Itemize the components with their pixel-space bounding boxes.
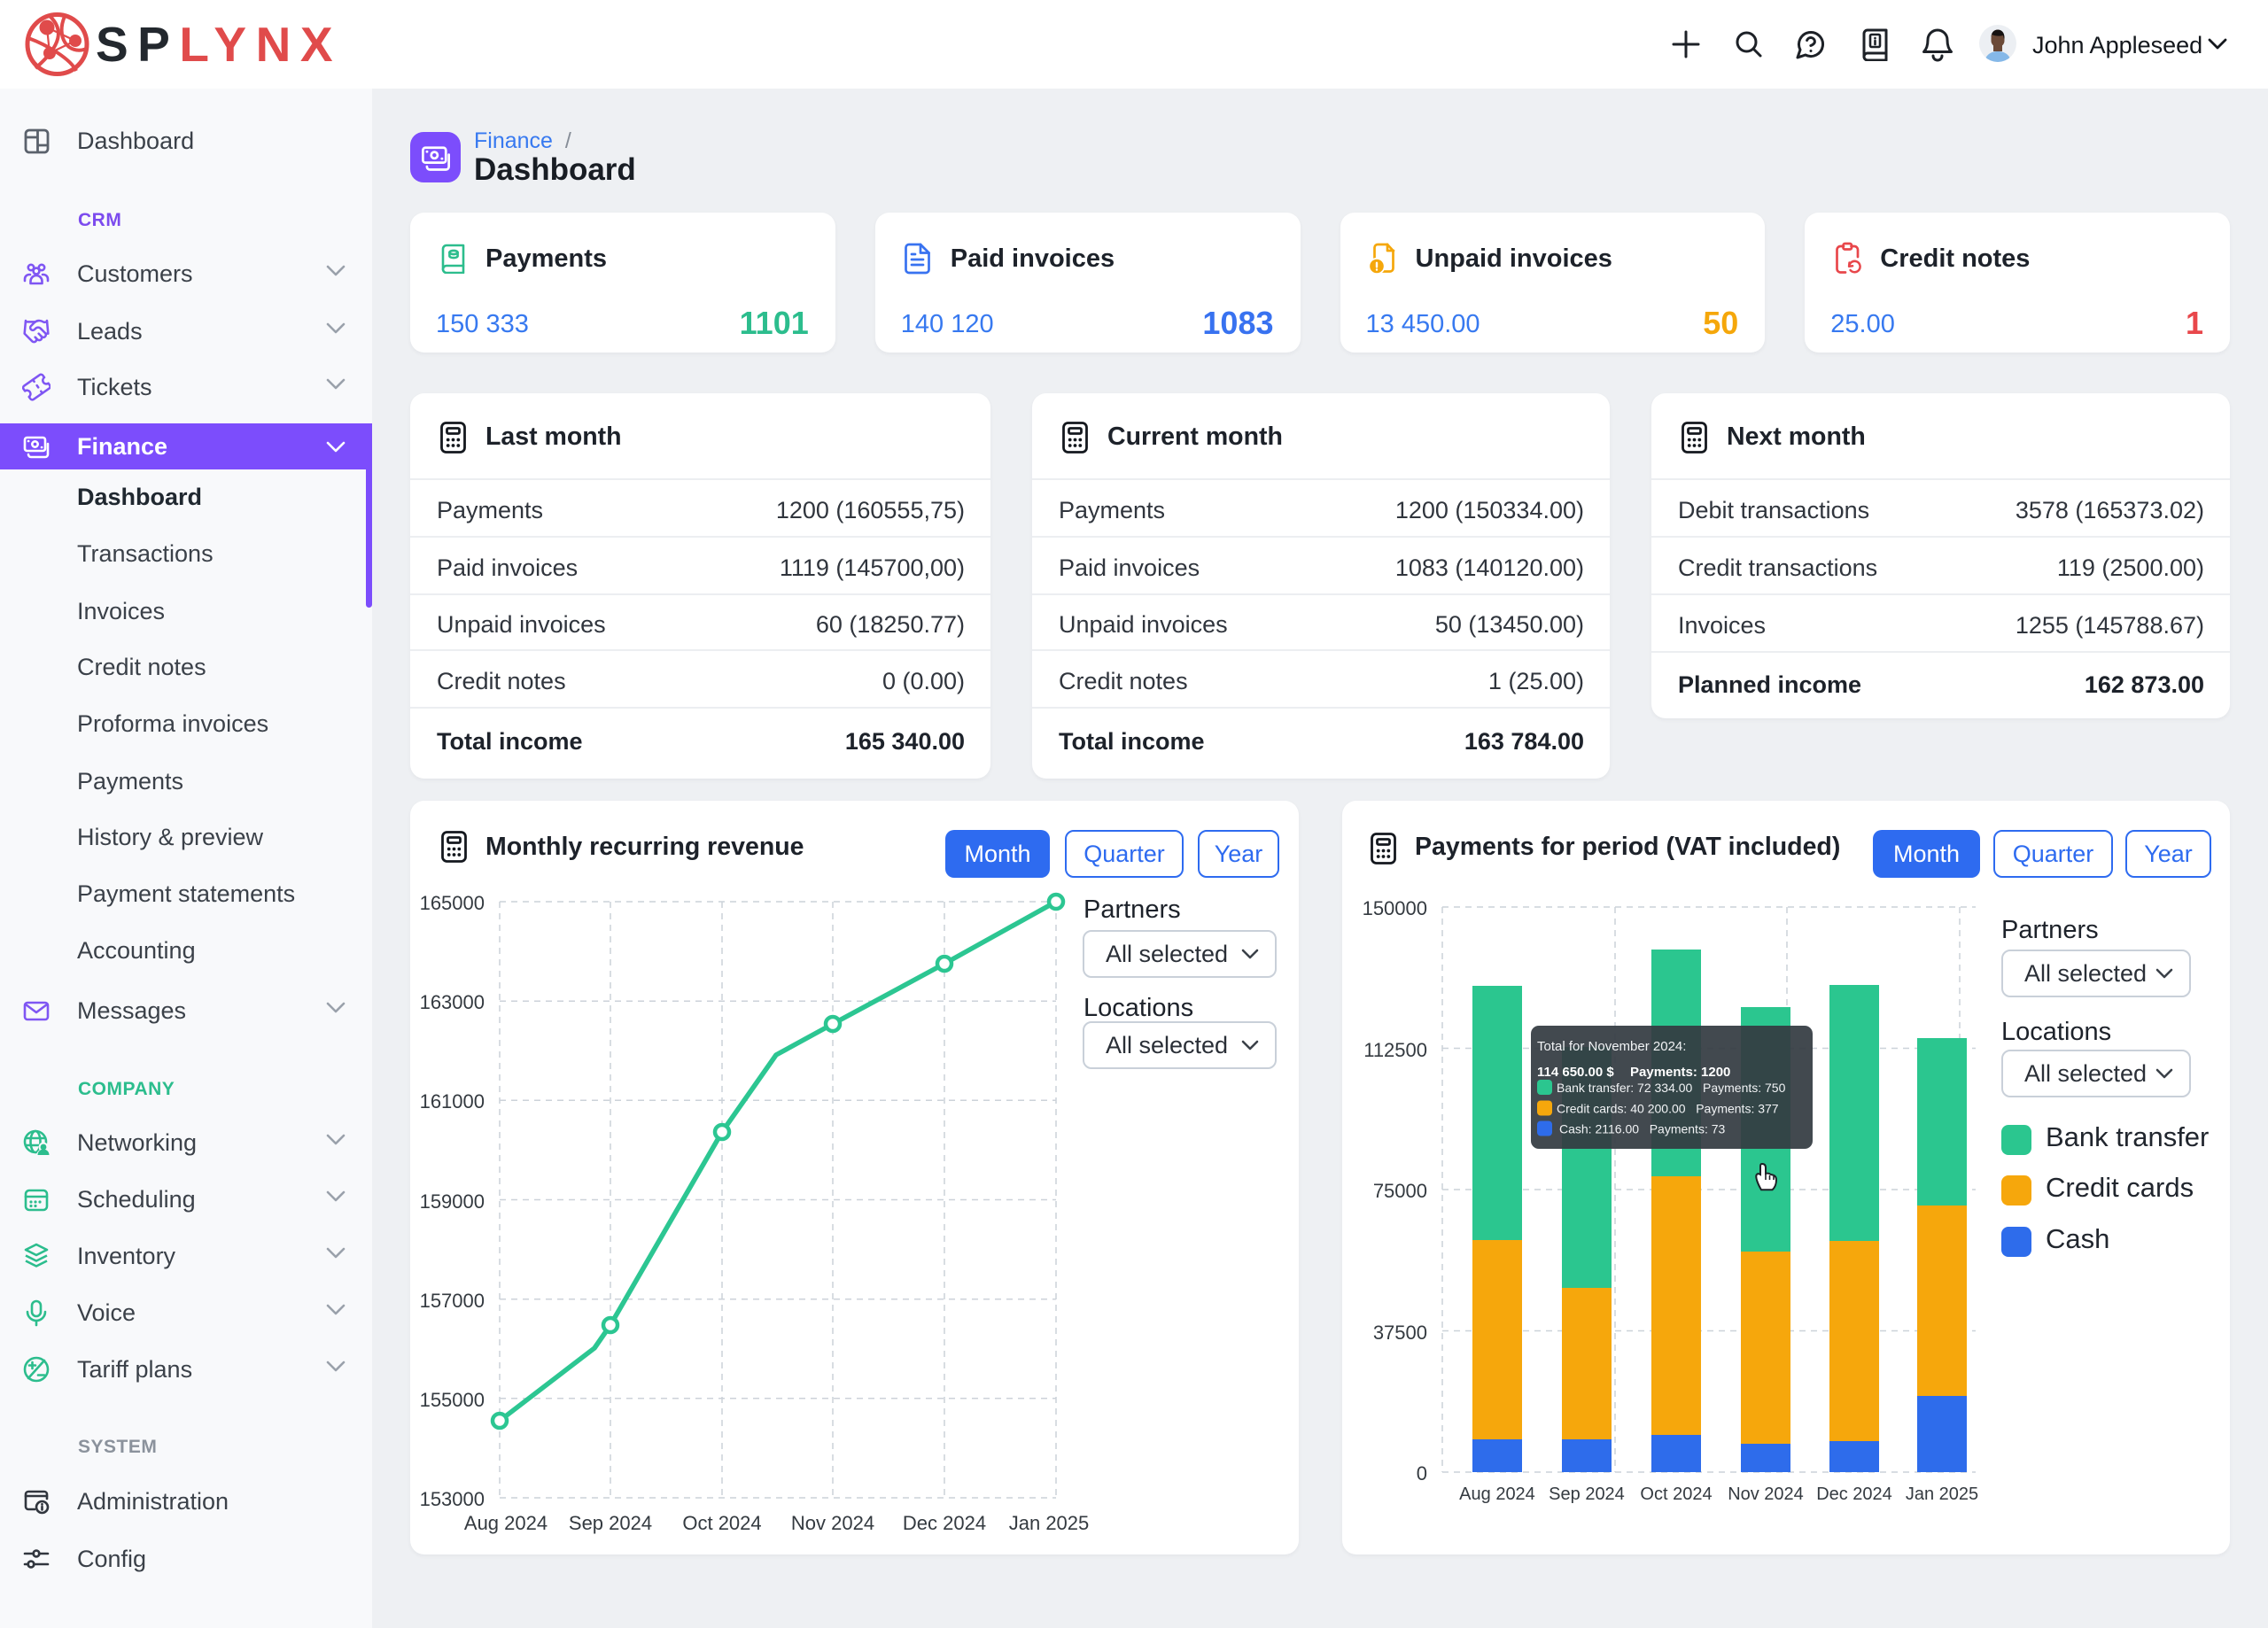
svg-text:Dec 2024: Dec 2024 — [1816, 1485, 1892, 1504]
svg-text:Bank transfer: 72 334.00 Pay: Bank transfer: 72 334.00 Payments: 750 — [1557, 1081, 1786, 1095]
svg-text:Payments: 1200: Payments: 1200 — [1630, 1065, 1730, 1080]
svg-text:Cash: 2116.00 Payments: 73: Cash: 2116.00 Payments: 73 — [1559, 1122, 1726, 1136]
svg-text:Bank transfer: Bank transfer — [2046, 1121, 2209, 1152]
svg-text:Nov 2024: Nov 2024 — [791, 1512, 874, 1534]
svg-text:Dec 2024: Dec 2024 — [903, 1512, 986, 1534]
svg-text:Oct 2024: Oct 2024 — [1640, 1485, 1712, 1504]
svg-text:Nov 2024: Nov 2024 — [1728, 1485, 1804, 1504]
svg-text:Sep 2024: Sep 2024 — [1549, 1485, 1625, 1504]
svg-text:Aug 2024: Aug 2024 — [464, 1512, 548, 1534]
svg-text:153000: 153000 — [420, 1488, 485, 1510]
svg-text:Jan 2025: Jan 2025 — [1009, 1512, 1090, 1534]
svg-text:75000: 75000 — [1373, 1180, 1427, 1202]
svg-text:159000: 159000 — [420, 1190, 485, 1213]
svg-text:0: 0 — [1417, 1462, 1427, 1485]
svg-text:150000: 150000 — [1363, 897, 1427, 919]
svg-text:161000: 161000 — [420, 1090, 485, 1112]
svg-text:Credit cards: 40 200.00 Paym: Credit cards: 40 200.00 Payments: 377 — [1557, 1102, 1779, 1116]
svg-text:112500: 112500 — [1363, 1039, 1427, 1061]
svg-text:165000: 165000 — [420, 892, 485, 914]
svg-text:Jan 2025: Jan 2025 — [1906, 1485, 1978, 1504]
svg-text:163000: 163000 — [420, 991, 485, 1013]
svg-text:Oct 2024: Oct 2024 — [682, 1512, 761, 1534]
svg-text:Credit cards: Credit cards — [2046, 1172, 2194, 1203]
svg-text:Sep 2024: Sep 2024 — [569, 1512, 652, 1534]
svg-text:Cash: Cash — [2046, 1223, 2109, 1254]
svg-text:37500: 37500 — [1373, 1322, 1427, 1344]
svg-text:Total for November 2024:: Total for November 2024: — [1537, 1039, 1686, 1054]
svg-text:155000: 155000 — [420, 1389, 485, 1411]
svg-text:Aug 2024: Aug 2024 — [1459, 1485, 1535, 1504]
svg-text:157000: 157000 — [420, 1290, 485, 1312]
svg-text:114 650.00 $: 114 650.00 $ — [1537, 1065, 1614, 1080]
